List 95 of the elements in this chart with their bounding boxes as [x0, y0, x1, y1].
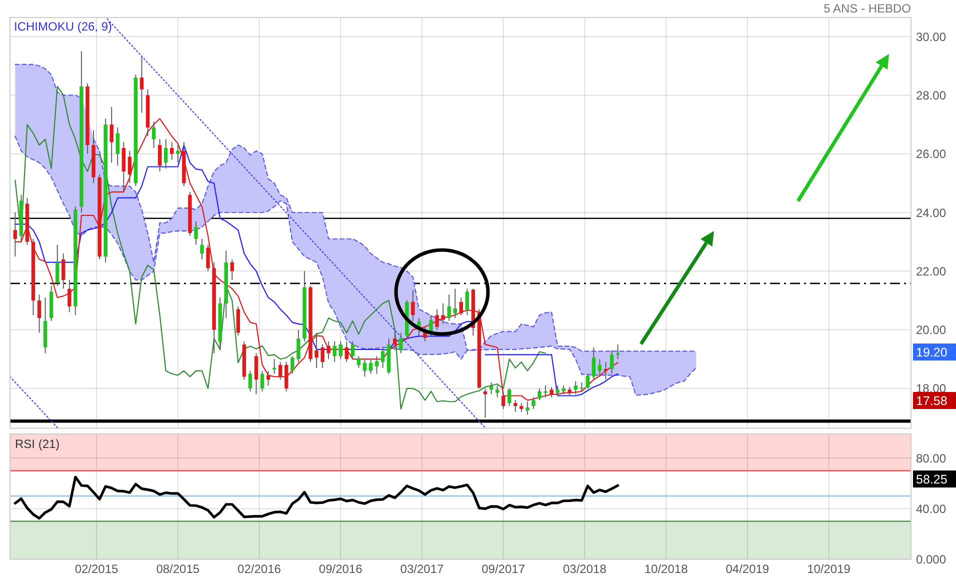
candlestick: [356, 356, 361, 368]
candlestick: [260, 370, 264, 392]
candlestick: [586, 373, 590, 389]
x-tick-label: 09/2016: [318, 562, 363, 576]
candlestick: [170, 142, 174, 160]
candlestick: [507, 388, 512, 407]
candlestick: [544, 384, 548, 398]
candlestick: [574, 380, 578, 395]
candlestick: [206, 244, 210, 272]
candlestick: [37, 294, 42, 334]
candlestick: [230, 258, 234, 280]
candlestick: [465, 288, 470, 316]
y-tick-label: 0.000: [916, 552, 946, 567]
candlestick: [483, 388, 488, 418]
x-tick-label: 08/2015: [156, 562, 200, 576]
y-tick-label: 20.00: [916, 323, 946, 338]
candlestick: [598, 358, 602, 378]
chart-title: 5 ANS - HEBDO: [824, 2, 911, 16]
candlestick: [122, 142, 126, 192]
candlestick: [447, 294, 451, 322]
candlestick: [55, 244, 60, 286]
y-tick-label: 24.00: [916, 206, 946, 220]
candlestick: [435, 308, 439, 330]
line-series: [14, 86, 546, 410]
candlestick: [314, 332, 318, 368]
candlestick: [350, 341, 355, 360]
candlestick: [158, 138, 162, 172]
candlestick: [326, 341, 330, 360]
candlestick: [266, 370, 270, 386]
candlestick: [580, 382, 584, 392]
y-tick-label: 40.00: [916, 502, 946, 516]
x-tick-label: 09/2017: [482, 562, 526, 576]
y-tick-label: 22.00: [916, 264, 946, 278]
x-tick-label: 02/2015: [74, 562, 119, 576]
x-tick-label: 02/2016: [238, 562, 282, 576]
y-tick-label: 30.00: [916, 30, 946, 44]
x-tick-label: 03/2017: [400, 562, 444, 576]
candlestick: [489, 382, 494, 395]
line-series: [14, 476, 620, 520]
candlestick: [116, 126, 120, 166]
y-tick-label: 28.00: [916, 88, 946, 103]
y-tick-label: 80.00: [916, 451, 946, 466]
candlestick: [272, 358, 276, 374]
candlestick: [610, 350, 614, 374]
candlestick: [526, 401, 530, 416]
candlestick: [164, 138, 168, 170]
candlestick: [68, 279, 72, 313]
candlestick: [368, 358, 373, 374]
candlestick: [176, 144, 180, 164]
candlestick: [495, 384, 500, 398]
candlestick: [332, 341, 336, 363]
x-tick-label: 10/2018: [644, 562, 688, 576]
candlestick: [411, 290, 415, 322]
candlestick: [453, 288, 457, 319]
candlestick: [140, 56, 144, 114]
annotation: ICHIMOKU (26, 9): [14, 20, 112, 34]
candlestick: [200, 238, 204, 260]
candlestick: [459, 297, 464, 316]
x-tick-label: 03/2018: [563, 562, 607, 576]
candlestick: [592, 346, 596, 380]
candlestick: [248, 370, 252, 392]
candlestick: [320, 344, 324, 368]
chart-title: RSI (21): [15, 437, 60, 451]
candlestick: [514, 400, 518, 412]
candlestick: [362, 358, 367, 378]
candlestick: [532, 396, 536, 410]
candlestick: [392, 332, 397, 351]
price-tag: 19.20: [913, 344, 956, 360]
candlestick: [338, 341, 342, 360]
candlestick: [399, 332, 403, 354]
candlestick: [254, 352, 258, 395]
candlestick: [128, 150, 132, 184]
candlestick: [380, 346, 385, 368]
candlestick: [62, 253, 66, 290]
candlestick: [616, 344, 620, 360]
x-tick-label: 04/2019: [726, 562, 770, 576]
price-tag: 17.58: [913, 392, 956, 409]
candlestick: [550, 386, 554, 398]
price-tag: 58.25: [913, 470, 956, 488]
candlestick: [290, 356, 294, 374]
candlestick: [344, 341, 349, 363]
candlestick: [604, 362, 608, 380]
y-tick-label: 26.00: [916, 147, 946, 162]
candlestick: [110, 106, 114, 164]
candlestick: [236, 306, 240, 336]
candlestick: [284, 362, 288, 392]
candlestick: [278, 362, 282, 380]
candlestick: [556, 384, 560, 396]
x-tick-label: 10/2019: [807, 562, 851, 576]
candlestick: [152, 121, 156, 148]
candlestick: [296, 329, 300, 363]
candlestick: [374, 356, 379, 374]
candlestick: [538, 388, 542, 401]
candlestick: [441, 302, 445, 324]
candlestick: [194, 220, 198, 246]
